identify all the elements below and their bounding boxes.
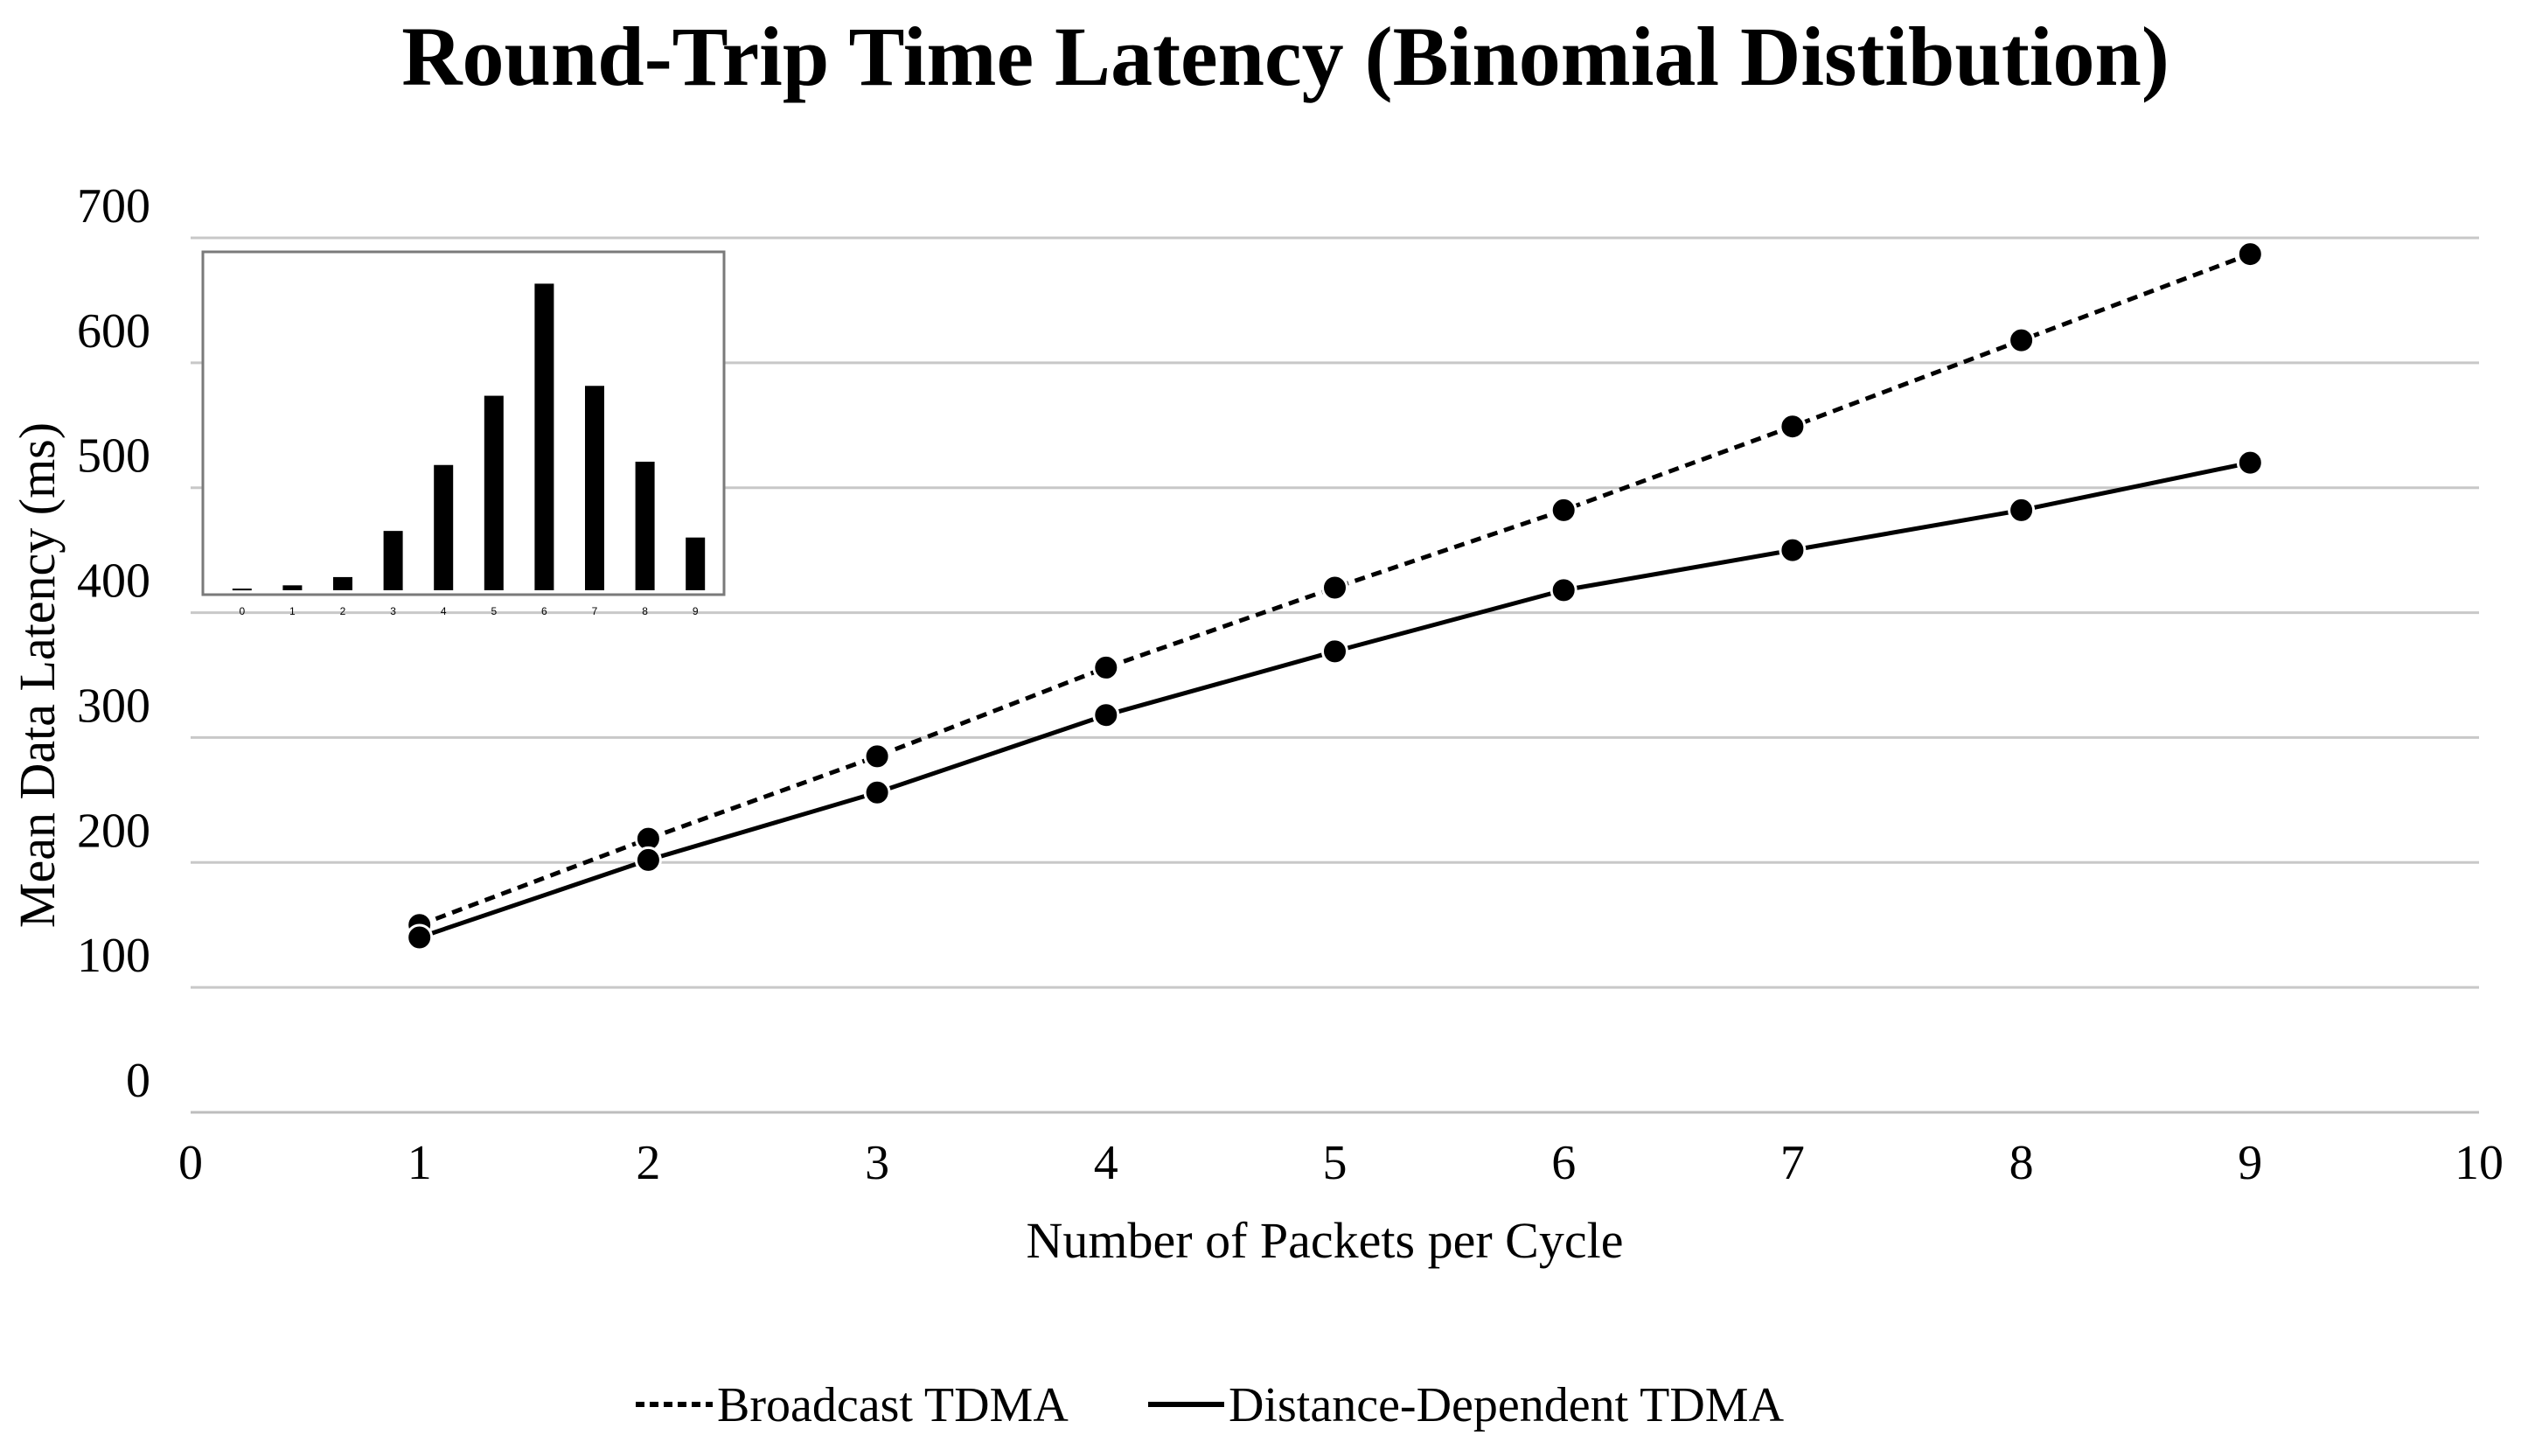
x-tick-label: 4	[1094, 1136, 1118, 1190]
data-point	[1550, 576, 1577, 604]
data-point	[1321, 574, 1348, 602]
inset-bar	[585, 386, 604, 590]
inset-bar	[434, 464, 454, 590]
inset-tick-label: 9	[693, 605, 699, 617]
inset-bar	[686, 537, 706, 590]
inset-bar	[383, 531, 403, 590]
data-point	[634, 846, 662, 874]
y-tick-label: 100	[77, 929, 150, 983]
y-tick-label: 400	[77, 554, 150, 609]
data-point	[1092, 701, 1120, 729]
inset-tick-label: 1	[289, 605, 296, 617]
inset-bar	[534, 283, 554, 590]
inset-bar	[282, 585, 303, 590]
inset-tick-label: 0	[239, 605, 245, 617]
x-tick-label: 3	[865, 1136, 889, 1190]
inset-tick-label: 7	[592, 605, 598, 617]
data-point	[1092, 653, 1120, 681]
series	[406, 240, 2264, 951]
data-point	[2236, 240, 2264, 268]
legend-label-broadcast: Broadcast TDMA	[717, 1378, 1069, 1432]
inset-tick-label: 5	[491, 605, 497, 617]
data-point	[2008, 496, 2036, 524]
y-tick-label: 300	[77, 679, 150, 733]
data-point	[1779, 413, 1807, 441]
data-point	[2008, 326, 2036, 354]
inset-bar	[333, 576, 352, 590]
y-axis: 0 100 200 300 400 500 600 700	[77, 179, 150, 1108]
inset-tick-label: 3	[390, 605, 396, 617]
data-point	[1550, 496, 1577, 524]
x-tick-label: 7	[1780, 1136, 1805, 1190]
y-tick-label: 200	[77, 804, 150, 858]
legend: Broadcast TDMA Distance-Dependent TDMA	[636, 1378, 1785, 1432]
x-tick-label: 0	[178, 1136, 203, 1190]
inset-bar	[484, 395, 504, 590]
inset-tick-label: 2	[340, 605, 346, 617]
y-tick-label: 500	[77, 429, 150, 484]
chart-title: Round-Trip Time Latency (Binomial Distib…	[401, 10, 2169, 103]
legend-label-distance-dependent: Distance-Dependent TDMA	[1229, 1378, 1785, 1432]
inset-histogram: 0 1 2 3 4 5 6 7 8 9	[201, 250, 726, 617]
y-axis-label: Mean Data Latency (ms)	[9, 422, 66, 928]
data-point	[406, 923, 434, 951]
y-tick-label: 700	[77, 179, 150, 233]
x-tick-label: 5	[1323, 1136, 1348, 1190]
x-tick-label: 9	[2238, 1136, 2262, 1190]
data-point	[2236, 449, 2264, 477]
x-tick-label: 2	[636, 1136, 660, 1190]
data-point	[1321, 637, 1348, 665]
inset-bar	[635, 461, 655, 590]
y-tick-label: 600	[77, 304, 150, 359]
x-tick-label: 6	[1551, 1136, 1576, 1190]
inset-tick-label: 4	[441, 605, 447, 617]
x-axis-label: Number of Packets per Cycle	[1027, 1212, 1624, 1269]
x-axis: 0 1 2 3 4 5 6 7 8 9 10	[178, 1111, 2504, 1190]
inset-bar	[232, 589, 252, 591]
data-point	[863, 742, 891, 770]
x-tick-label: 10	[2455, 1136, 2504, 1190]
data-point	[1779, 536, 1807, 564]
x-tick-label: 8	[2009, 1136, 2034, 1190]
data-point	[863, 778, 891, 806]
x-tick-label: 1	[407, 1136, 432, 1190]
y-tick-label: 0	[126, 1054, 150, 1108]
inset-tick-label: 8	[642, 605, 648, 617]
inset-tick-label: 6	[541, 605, 547, 617]
